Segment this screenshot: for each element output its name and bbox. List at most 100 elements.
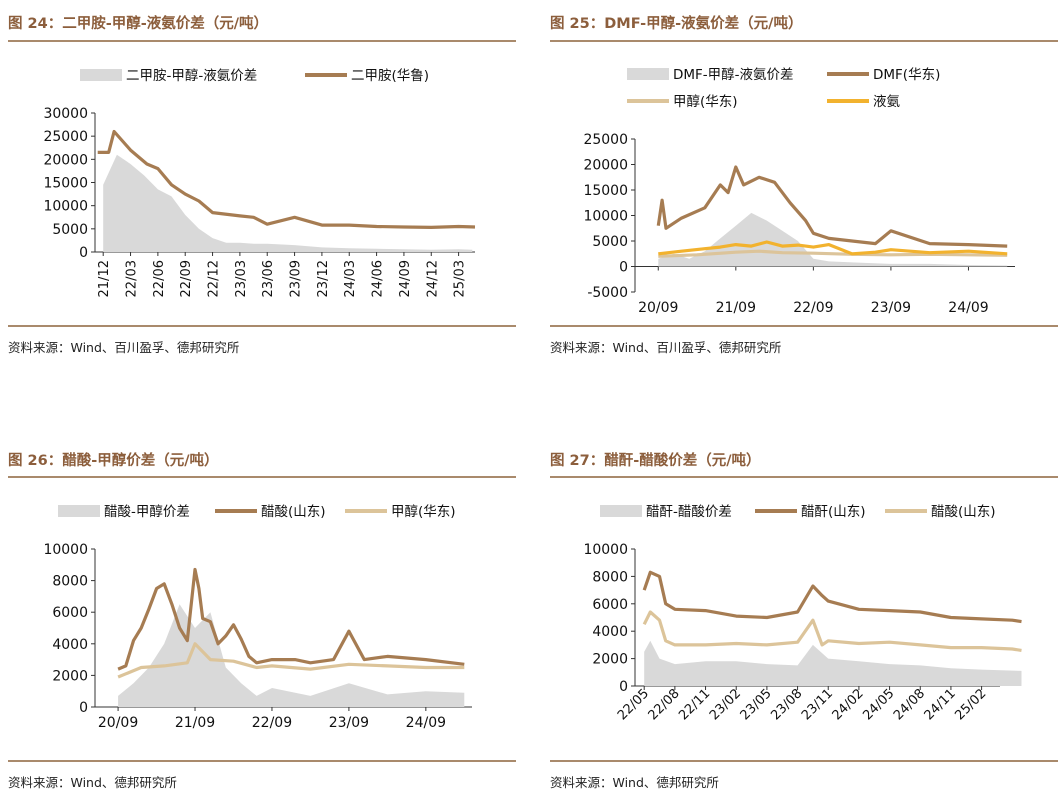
legend-label: 甲醇(华东) [673, 93, 738, 110]
legend-swatch [80, 69, 122, 81]
y-tick-label: 10000 [583, 209, 628, 225]
series-line-2 [658, 249, 1008, 258]
y-tick-label: 15000 [583, 183, 628, 199]
y-tick-label: 5000 [592, 234, 628, 250]
chart-title-25: 图 25：DMF-甲醇-液氨价差（元/吨） [550, 16, 803, 32]
x-tick-label: 23/02 [707, 686, 744, 723]
y-tick-label: 20000 [43, 152, 88, 168]
legend-label: 醋酸-甲醇价差 [104, 503, 190, 520]
chart-dimethylamine-spread: 0 5000 10000 15000 20000 25000 30000 21/12 22/03… [43, 67, 476, 297]
series-area-0 [118, 604, 465, 707]
legend-label: 液氨 [873, 94, 901, 110]
y-tick-label: 6000 [52, 605, 88, 621]
series-line-1 [656, 165, 1008, 248]
y-tick-label: -5000 [587, 285, 628, 301]
x-tick-label: 22/03 [125, 260, 140, 297]
x-tick-label: 20/09 [638, 300, 678, 316]
source-note-27: 资料来源：Wind、德邦研究所 [550, 775, 719, 790]
source-rule-27 [550, 760, 1058, 762]
x-tick-label: 25/03 [453, 260, 468, 297]
series-line-1 [642, 570, 1022, 624]
chart-title-24: 图 24：二甲胺-甲醇-液氨价差（元/吨） [8, 16, 269, 32]
x-tick-label: 23/12 [316, 260, 331, 297]
series-area-0 [644, 640, 1022, 686]
y-tick-label: 8000 [52, 574, 88, 590]
x-tick-label: 22/09 [252, 715, 292, 731]
y-tick-label: 30000 [43, 106, 88, 122]
x-tick-label: 25/02 [952, 686, 989, 723]
x-tick-label: 23/06 [261, 260, 276, 297]
x-tick-label: 22/09 [179, 260, 194, 297]
y-tick-label: 10000 [43, 542, 88, 558]
series-line-3 [658, 240, 1008, 256]
y-tick-label: 0 [79, 700, 88, 716]
x-tick-label: 23/08 [768, 686, 805, 723]
legend-label: DMF-甲醇-液氨价差 [673, 66, 794, 83]
x-tick-label: 23/09 [871, 300, 911, 316]
x-tick-label: 21/09 [716, 300, 756, 316]
y-tick-label: 8000 [592, 569, 628, 585]
y-tick-label: 25000 [583, 132, 628, 148]
legend-swatch [627, 68, 669, 80]
x-tick-label: 24/09 [948, 300, 988, 316]
source-rule-26 [8, 760, 516, 762]
y-tick-label: 10000 [583, 542, 628, 558]
y-tick-label: 0 [619, 679, 628, 695]
x-tick-label: 24/08 [891, 686, 928, 723]
y-tick-label: 20000 [583, 158, 628, 174]
y-tick-label: 10000 [43, 199, 88, 215]
x-tick-label: 22/12 [207, 260, 222, 297]
x-tick-label: 24/09 [398, 260, 413, 297]
series-area-0 [103, 154, 473, 252]
series-line-2 [117, 642, 465, 679]
legend-label: 二甲胺-甲醇-液氨价差 [126, 67, 257, 84]
series-line-2 [642, 610, 1022, 652]
y-tick-label: 25000 [43, 129, 88, 145]
x-tick-label: 23/09 [329, 715, 369, 731]
x-tick-label: 24/09 [406, 715, 446, 731]
y-tick-label: 4000 [592, 624, 628, 640]
y-tick-label: 6000 [592, 597, 628, 613]
chart-acetic-anhydride-spread: 020004000600080001000022/0522/0822/1123/… [583, 504, 1022, 723]
chart-acetic-acid-spread: 0 2000 4000 6000 8000 10000 20/09 21/09 22/09 23/… [43, 503, 472, 731]
source-note-24: 资料来源：Wind、百川盈孚、德邦研究所 [8, 340, 240, 355]
x-tick-label: 24/11 [922, 686, 959, 723]
y-tick-label: 0 [79, 245, 88, 261]
x-tick-label: 22/08 [646, 686, 683, 723]
x-tick-label: 24/12 [425, 260, 440, 297]
x-tick-label: 23/09 [289, 260, 304, 297]
x-tick-label: 23/11 [799, 686, 836, 723]
source-note-25: 资料来源：Wind、百川盈孚、德邦研究所 [550, 340, 782, 355]
title-rule-26 [8, 476, 516, 478]
series-line-1 [117, 567, 465, 671]
legend-swatch [600, 505, 642, 517]
x-tick-label: 21/09 [175, 715, 215, 731]
y-tick-label: 2000 [592, 652, 628, 668]
y-tick-label: 15000 [43, 176, 88, 192]
legend-label: 二甲胺(华鲁) [351, 68, 429, 84]
y-tick-label: 0 [619, 260, 628, 276]
legend-swatch [58, 505, 100, 517]
y-tick-label: 5000 [52, 222, 88, 238]
legend-label: 醋酸(山东) [931, 504, 996, 520]
x-tick-label: 23/03 [234, 260, 249, 297]
legend-label: 甲醇(华东) [391, 503, 456, 520]
x-tick-label: 24/05 [860, 686, 897, 723]
x-tick-label: 22/11 [676, 686, 713, 723]
x-tick-label: 20/09 [98, 715, 138, 731]
source-rule-25 [550, 325, 1058, 327]
x-tick-label: 24/03 [343, 260, 358, 297]
title-rule-27 [550, 476, 1058, 478]
x-tick-label: 21/12 [97, 260, 112, 297]
source-rule-24 [8, 325, 516, 327]
chart-dmf-spread: -5000 0 5000 10000 15000 20000 25000 20/09 21/09… [583, 66, 1015, 316]
series-line-1 [97, 129, 476, 229]
y-tick-label: 4000 [52, 637, 88, 653]
x-tick-label: 23/05 [738, 686, 775, 723]
chart-title-27: 图 27：醋酐-醋酸价差（元/吨） [550, 453, 761, 469]
source-note-26: 资料来源：Wind、德邦研究所 [8, 775, 177, 790]
chart-title-26: 图 26：醋酸-甲醇价差（元/吨） [8, 453, 219, 469]
x-tick-label: 24/06 [371, 260, 386, 297]
title-rule-25 [550, 40, 1058, 42]
title-rule-24 [8, 40, 516, 42]
